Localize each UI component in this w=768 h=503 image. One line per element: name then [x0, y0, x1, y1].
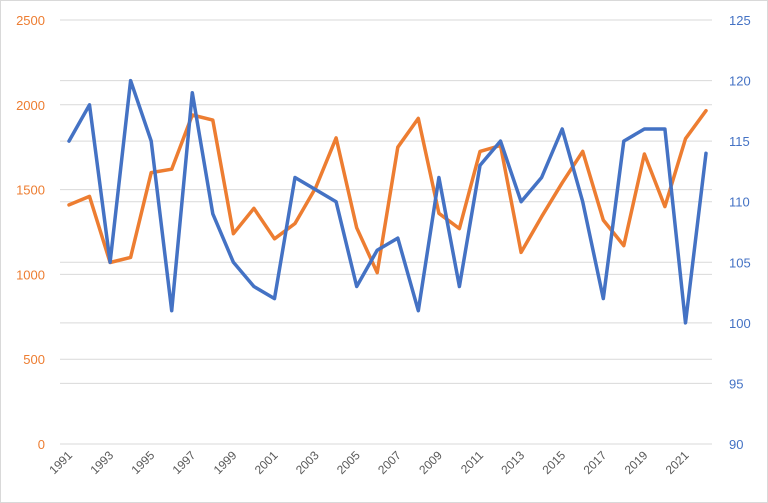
- x-tick-label: 1993: [87, 448, 116, 477]
- x-tick-label: 2005: [334, 448, 363, 477]
- left-y-tick-label: 0: [38, 437, 45, 452]
- x-tick-label: 1995: [129, 448, 158, 477]
- x-axis: 1991 1993 1995 1997 1999 2001 2003 2005 2007 2009…: [46, 448, 691, 477]
- left-y-tick-label: 1000: [16, 267, 45, 282]
- series-line-left-axis: [67, 108, 708, 275]
- left-y-tick-label: 500: [23, 352, 45, 367]
- right-y-tick-label: 105: [729, 255, 751, 270]
- right-y-tick-label: 110: [729, 195, 750, 210]
- x-tick-label: 2015: [540, 448, 569, 477]
- left-y-axis: 0 500 1000 1500 2000 2500: [16, 13, 45, 452]
- x-tick-label: 2021: [663, 448, 692, 477]
- x-tick-label: 2013: [498, 448, 527, 477]
- right-y-tick-label: 90: [729, 437, 743, 452]
- right-gridlines: [60, 19, 712, 445]
- right-y-axis: 90 95 100 105 110 115 120 125: [729, 13, 751, 452]
- x-tick-label: 2009: [416, 448, 445, 477]
- series-line-right-axis: [67, 78, 708, 325]
- x-tick-label: 2011: [458, 448, 486, 476]
- left-y-tick-label: 2500: [16, 13, 45, 28]
- series-lines: [67, 78, 708, 325]
- x-tick-label: 2007: [375, 448, 404, 477]
- left-y-tick-label: 1500: [16, 183, 45, 198]
- right-y-tick-label: 125: [729, 13, 751, 28]
- x-tick-label: 2017: [581, 448, 610, 477]
- right-y-tick-label: 120: [729, 74, 751, 89]
- x-tick-label: 2019: [622, 448, 651, 477]
- x-tick-label: 1999: [211, 448, 240, 477]
- right-y-tick-label: 100: [729, 316, 751, 331]
- right-y-tick-label: 115: [729, 134, 750, 149]
- x-tick-label: 2003: [293, 448, 322, 477]
- x-tick-label: 2001: [252, 448, 281, 477]
- right-y-tick-label: 95: [729, 376, 743, 391]
- x-tick-label: 1991: [46, 448, 75, 477]
- left-y-tick-label: 2000: [16, 98, 45, 113]
- x-tick-label: 1997: [170, 448, 199, 477]
